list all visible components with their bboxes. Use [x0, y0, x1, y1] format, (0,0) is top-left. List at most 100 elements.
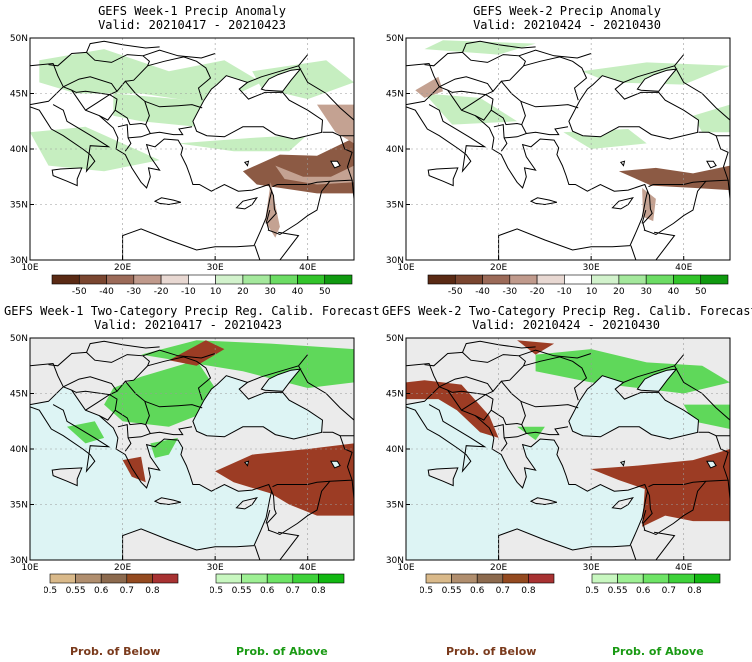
country-border [351, 180, 354, 200]
sea-basin [192, 75, 324, 140]
country-border [630, 545, 656, 560]
colorbar-swatch [242, 274, 271, 285]
prob-below-colorbar-1: 0.5 0.55 0.6 0.7 0.8 [44, 573, 179, 596]
colorbar-tick-label: 0.7 [662, 586, 676, 596]
country-border [128, 126, 193, 139]
country-border [266, 491, 277, 531]
sea-basin [192, 375, 324, 440]
lon-label: 30E [583, 263, 600, 273]
below-normal-shading [275, 165, 354, 185]
country-border [424, 51, 463, 67]
colorbar-tick-label: 0.7 [120, 586, 134, 596]
lat-label: 45N [386, 90, 404, 100]
colorbar-tick-label: 20 [237, 287, 249, 297]
prob-above-label-1: Prob. of Above [236, 645, 328, 658]
lon-label: 40E [299, 263, 316, 273]
colorbar-tick-label: 30 [264, 287, 276, 297]
country-border [114, 80, 150, 126]
lat-label: 45N [10, 90, 28, 100]
lake [243, 460, 250, 467]
country-border [406, 104, 487, 173]
country-border [63, 76, 118, 96]
country-border [504, 426, 569, 439]
lon-label: 30E [207, 563, 224, 573]
country-border [254, 545, 280, 560]
country-border [518, 49, 592, 59]
country-border [30, 104, 111, 173]
country-border [85, 94, 118, 121]
colorbar-tick-label: 0.55 [66, 586, 86, 596]
country-border [642, 491, 653, 531]
prob-below-area [591, 449, 730, 527]
lon-label: 40E [299, 563, 316, 573]
prob-below-colorbar-2: 0.5 0.55 0.6 0.7 0.8 [420, 573, 555, 596]
colorbar-swatch [618, 274, 647, 285]
lake [619, 460, 626, 467]
prob-below-area [122, 456, 146, 483]
country-border [462, 340, 536, 353]
colorbar-swatch [425, 573, 452, 584]
country-border [144, 100, 203, 109]
lon-label: 20E [490, 563, 507, 573]
country-border [265, 509, 271, 524]
colorbar-tick-label: -40 [475, 287, 490, 297]
country-border [520, 100, 579, 109]
country-border [247, 54, 309, 83]
country-border [648, 435, 729, 488]
lat-label: 50N [386, 34, 404, 44]
lake [330, 160, 341, 169]
mediterranean-sea [406, 386, 648, 560]
lake [706, 460, 717, 469]
lat-label: 50N [10, 334, 28, 344]
prob-above-colorbar-1: 0.5 0.55 0.6 0.7 0.8 [210, 573, 345, 596]
colorbar-swatch [78, 274, 107, 285]
colorbar-swatch [668, 573, 695, 584]
colorbar-swatch [694, 573, 721, 584]
prob-above-area [683, 404, 730, 429]
coastline [406, 386, 649, 560]
country-border [643, 480, 707, 536]
prob-above-area [150, 437, 179, 458]
lake [619, 160, 626, 167]
panel3-title: GEFS Week-1 Two-Category Precip Reg. Cal… [4, 304, 380, 332]
colorbar-tick-label: 0.8 [687, 586, 702, 596]
lat-label: 50N [386, 334, 404, 344]
country-border [504, 126, 569, 139]
prob-below-area [168, 340, 225, 366]
lat-label: 30N [10, 556, 28, 566]
colorbar-swatch [160, 274, 189, 285]
colorbar-swatch [476, 573, 504, 584]
island [529, 197, 558, 206]
country-border [520, 400, 579, 409]
colorbar-tick-label: -50 [72, 287, 87, 297]
country-border [278, 531, 300, 560]
panel4-title: GEFS Week-2 Two-Category Precip Reg. Cal… [382, 304, 752, 332]
sea-basin [568, 75, 700, 140]
colorbar-swatch [509, 274, 538, 285]
lake [706, 160, 717, 169]
above-normal-shading [30, 126, 160, 172]
country-border [490, 380, 526, 426]
colorbar-tick-label: -20 [154, 287, 169, 297]
lat-label: 45N [386, 390, 404, 400]
colorbar-tick-label: 20 [613, 287, 625, 297]
country-border [144, 400, 203, 409]
colorbar-tick-label: -30 [126, 287, 141, 297]
colorbar-swatch [673, 274, 702, 285]
below-normal-shading [265, 182, 280, 238]
sea-basin [369, 394, 376, 476]
country-border [114, 380, 150, 426]
colorbar-swatch [75, 573, 102, 584]
country-border [727, 480, 730, 500]
country-border [145, 424, 151, 434]
colorbar-swatch [591, 573, 618, 584]
below-normal-shading [415, 76, 443, 98]
island [153, 497, 182, 506]
colorbar-tick-label: -20 [530, 287, 545, 297]
country-border [641, 209, 647, 224]
colorbar-tick-label: 0.8 [311, 586, 326, 596]
country-border [406, 404, 487, 473]
prob-above-colorbar-2: 0.5 0.55 0.6 0.7 0.8 [586, 573, 721, 596]
